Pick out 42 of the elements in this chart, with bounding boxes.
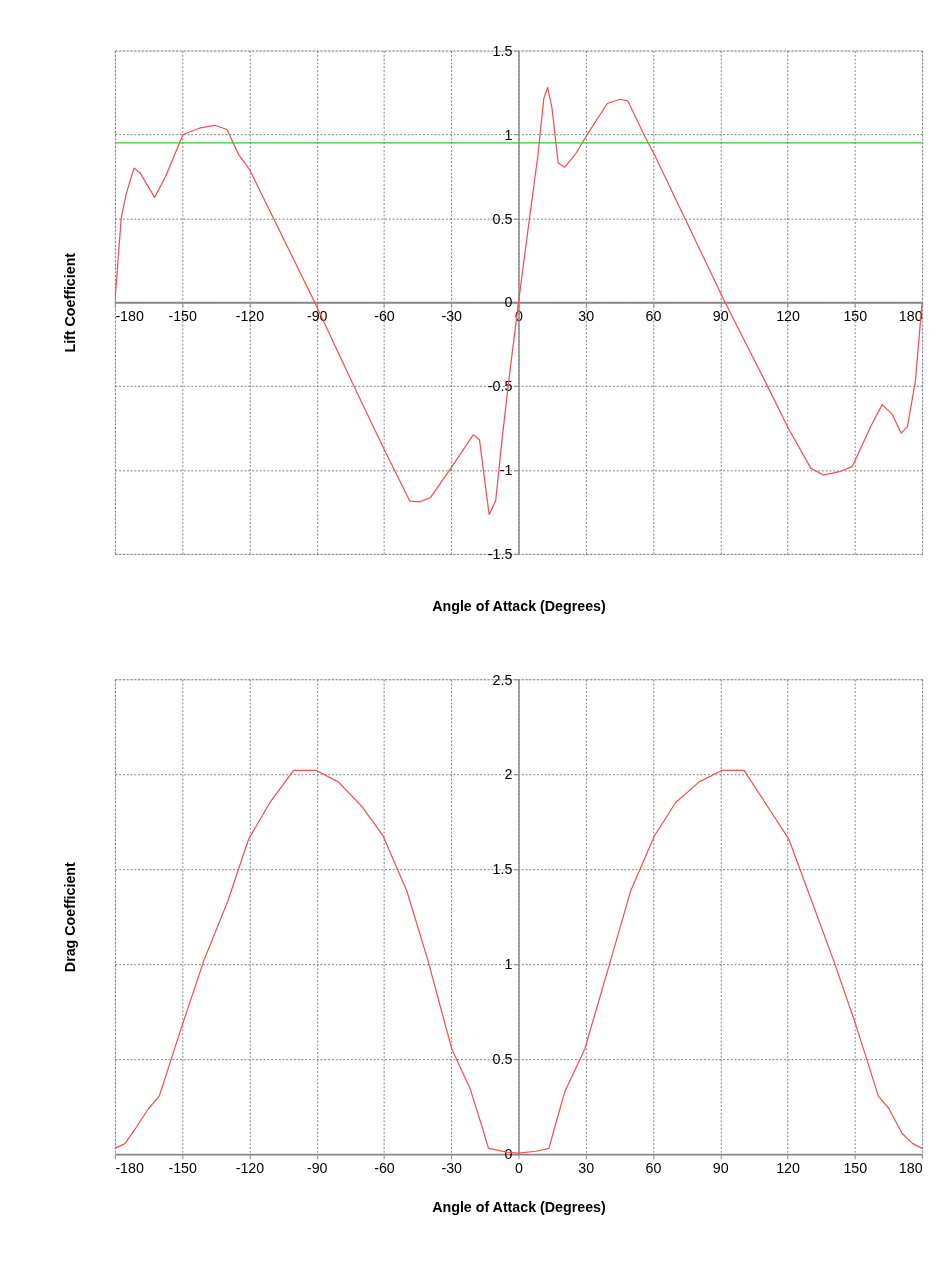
x-tick-label: 150: [843, 1159, 868, 1176]
y-axis-title: Lift Coefficient: [61, 252, 78, 353]
x-tick-label: -150: [168, 1159, 197, 1176]
x-tick-label: -60: [374, 1159, 395, 1176]
x-tick-label: -150: [168, 307, 197, 324]
y-tick-label: 1: [504, 126, 513, 143]
y-tick-label: -1.5: [487, 546, 513, 563]
x-tick-label: 30: [578, 1159, 595, 1176]
x-tick-label: -30: [441, 1159, 463, 1176]
y-tick-label: 1: [504, 956, 513, 973]
x-tick-label: 60: [645, 1159, 662, 1176]
y-tick-label: 0.5: [492, 210, 513, 227]
y-tick-label: 2.5: [492, 671, 513, 688]
y-axis-title: Drag Coefficient: [61, 861, 78, 973]
x-axis-title: Angle of Attack (Degrees): [432, 1198, 606, 1215]
x-tick-label: -180: [115, 307, 144, 324]
y-tick-label: 0: [504, 294, 513, 311]
y-tick-label: 1.5: [492, 42, 513, 59]
x-tick-label: 120: [776, 1159, 801, 1176]
y-tick-label: 1.5: [492, 861, 513, 878]
x-tick-label: 90: [712, 307, 729, 324]
x-tick-label: 0: [515, 1159, 524, 1176]
x-tick-label: 60: [645, 307, 662, 324]
x-tick-label: 120: [776, 307, 801, 324]
line-series: [114, 86, 923, 516]
x-tick-label: -60: [374, 307, 395, 324]
x-tick-label: 180: [898, 307, 923, 324]
x-tick-label: -90: [306, 307, 328, 324]
x-tick-label: -180: [115, 1159, 144, 1176]
y-tick-label: -0.5: [487, 378, 513, 395]
x-tick-label: -30: [441, 307, 463, 324]
x-tick-label: -90: [306, 1159, 328, 1176]
y-tick-label: -1: [499, 462, 513, 479]
y-tick-label: 2: [504, 766, 513, 783]
x-axis-title: Angle of Attack (Degrees): [432, 598, 606, 615]
x-tick-label: 150: [843, 307, 868, 324]
y-tick-label: 0.5: [492, 1051, 513, 1068]
x-tick-label: -120: [235, 307, 265, 324]
x-tick-label: 180: [898, 1159, 923, 1176]
x-tick-label: -120: [235, 1159, 265, 1176]
x-tick-label: 90: [712, 1159, 729, 1176]
x-tick-label: 30: [578, 307, 595, 324]
